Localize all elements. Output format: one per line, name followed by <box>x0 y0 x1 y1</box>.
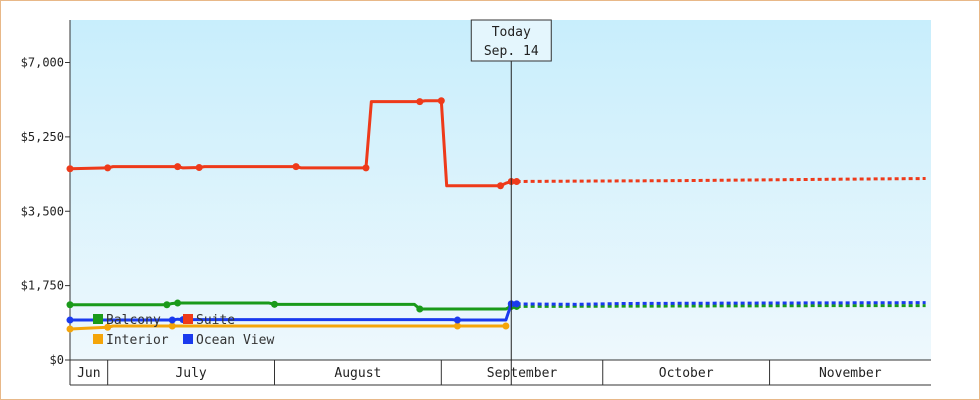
data-point <box>66 325 74 333</box>
legend-label: Balcony <box>106 313 161 328</box>
y-tick-label: $1,750 <box>21 279 64 293</box>
data-point <box>513 300 521 308</box>
data-point <box>416 98 424 106</box>
legend-label: Suite <box>196 313 235 328</box>
data-point <box>195 163 203 171</box>
data-point <box>416 305 424 313</box>
data-point <box>168 322 176 330</box>
data-point <box>66 301 74 309</box>
y-axis: $0 $1,750 $3,500 $5,250 $7,000 <box>21 20 71 367</box>
data-point <box>437 97 445 105</box>
data-point <box>163 301 171 309</box>
x-axis: Jun July August September October November <box>69 359 931 386</box>
legend-swatch <box>183 334 193 344</box>
forecast-line-ocean-view <box>516 301 926 306</box>
data-point <box>362 164 370 172</box>
today-box <box>470 19 552 62</box>
today-marker: Today Sep. 14 <box>470 19 552 385</box>
data-point <box>502 322 510 330</box>
forecast-line-suite <box>516 177 926 183</box>
data-point <box>453 322 461 330</box>
y-tick-label: $7,000 <box>21 56 64 70</box>
data-point <box>104 323 112 331</box>
legend-swatch <box>93 334 103 344</box>
data-point <box>174 299 182 307</box>
month-label: October <box>659 366 714 381</box>
data-point <box>453 316 461 324</box>
y-tick-label: $5,250 <box>21 130 64 144</box>
legend-label: Interior <box>106 333 169 348</box>
series-balcony <box>66 299 926 313</box>
series-interior <box>66 322 510 333</box>
data-point <box>270 300 278 308</box>
y-tick-label: $0 <box>50 353 64 367</box>
data-point <box>66 165 74 173</box>
data-point <box>513 178 521 185</box>
data-point <box>66 316 74 324</box>
y-tick-label: $3,500 <box>21 204 64 218</box>
legend-label: Ocean View <box>196 333 274 348</box>
data-point <box>292 163 300 171</box>
data-point <box>174 163 182 171</box>
legend: Balcony Suite Interior Ocean View <box>93 313 274 348</box>
data-point <box>104 164 112 172</box>
forecast-line-balcony <box>516 304 926 308</box>
month-label: September <box>487 366 558 381</box>
legend-swatch <box>183 314 193 324</box>
month-label: July <box>175 366 206 381</box>
month-label: August <box>334 366 381 381</box>
data-point <box>497 182 504 190</box>
data-point <box>168 316 176 324</box>
month-label: November <box>819 366 882 381</box>
series-suite <box>66 97 926 190</box>
month-label: Jun <box>77 366 100 381</box>
today-date: Sep. 14 <box>484 44 539 59</box>
legend-swatch <box>93 314 103 324</box>
today-label: Today <box>492 25 531 40</box>
series-layer <box>66 97 926 333</box>
